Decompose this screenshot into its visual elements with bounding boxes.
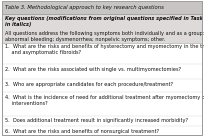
Text: 5.  Does additional treatment result in significantly increased morbidity?: 5. Does additional treatment result in s… [5, 118, 188, 123]
Bar [2, 14, 202, 43]
Text: Key questions (modifications from original questions specified in Task Order are: Key questions (modifications from origin… [5, 16, 204, 27]
Text: 1.  What are the risks and benefits of hysterectomy and myomectomy in the treatm: 1. What are the risks and benefits of hy… [5, 44, 204, 55]
Text: 6.  What are the risks and benefits of nonsurgical treatment?
    a.  No interve: 6. What are the risks and benefits of no… [5, 129, 159, 136]
Text: 2.  What are the risks associated with single vs. multimyomectomies?: 2. What are the risks associated with si… [5, 67, 181, 72]
Text: All questions address the following symptoms both individually and as a group:
a: All questions address the following symp… [5, 31, 204, 42]
Text: Table 3. Methodological approach to key research questions: Table 3. Methodological approach to key … [5, 5, 164, 10]
Text: 3.  Who are appropriate candidates for each procedure/treatment?: 3. Who are appropriate candidates for ea… [5, 82, 173, 87]
Text: 4.  What is the incidence of need for additional treatment after myomectomy or o: 4. What is the incidence of need for add… [5, 95, 204, 106]
Bar [2, 1, 202, 14]
